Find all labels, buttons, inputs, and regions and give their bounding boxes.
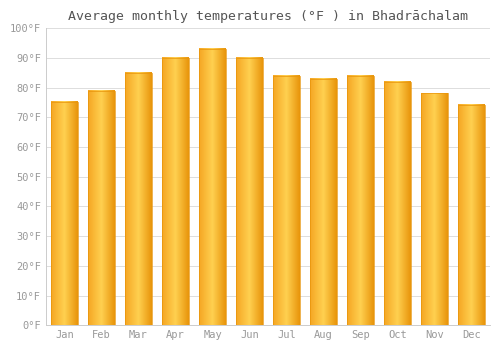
Bar <box>125 73 152 326</box>
Bar <box>199 49 226 326</box>
Bar <box>273 76 300 326</box>
Title: Average monthly temperatures (°F ) in Bhadrāchalam: Average monthly temperatures (°F ) in Bh… <box>68 10 468 23</box>
Bar <box>310 79 337 326</box>
Bar <box>51 103 78 326</box>
Bar <box>88 91 115 326</box>
Bar <box>384 82 411 326</box>
Bar <box>422 93 448 326</box>
Bar <box>162 58 189 326</box>
Bar <box>236 58 263 326</box>
Bar <box>348 76 374 326</box>
Bar <box>458 105 485 326</box>
